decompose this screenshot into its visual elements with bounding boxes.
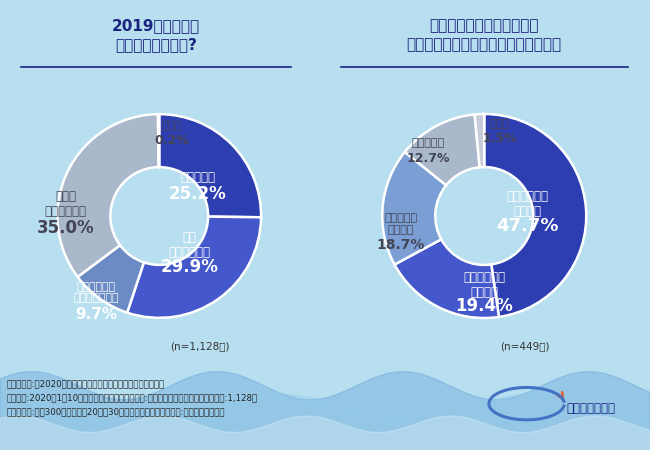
Text: 35.0%: 35.0% bbox=[37, 219, 94, 237]
Text: 9.7%: 9.7% bbox=[75, 307, 117, 322]
Text: (n=449人): (n=449人) bbox=[500, 342, 550, 351]
Text: 心が折れた: 心が折れた bbox=[411, 138, 445, 148]
Wedge shape bbox=[158, 114, 159, 167]
Wedge shape bbox=[405, 114, 480, 185]
Text: (n=1,128人): (n=1,128人) bbox=[170, 342, 229, 351]
Text: 時間的余裕が
なかった: 時間的余裕が なかった bbox=[506, 190, 548, 218]
Text: 金銭的余裕が
なかった: 金銭的余裕が なかった bbox=[463, 271, 505, 299]
Text: 29.9%: 29.9% bbox=[161, 258, 219, 276]
Text: ループイフダン: ループイフダン bbox=[566, 402, 615, 415]
Text: 目標設定が
高過ぎた: 目標設定が 高過ぎた bbox=[384, 213, 417, 235]
Text: その他: その他 bbox=[489, 119, 510, 129]
Text: 達成できなかった・目標を
忘れてしまった理由を教えてください: 達成できなかった・目標を 忘れてしまった理由を教えてください bbox=[407, 18, 562, 53]
Wedge shape bbox=[127, 216, 261, 318]
Wedge shape bbox=[382, 152, 446, 265]
Wedge shape bbox=[474, 114, 484, 167]
Wedge shape bbox=[159, 114, 261, 217]
Text: 立てた目標を
忘れてしまった: 立てた目標を 忘れてしまった bbox=[73, 282, 119, 303]
Text: 19.4%: 19.4% bbox=[456, 297, 513, 315]
Text: 18.7%: 18.7% bbox=[376, 238, 425, 252]
Text: （調査概要:「2020年にチャレンジしたいこと」に関する調査〉
・調査日:2020年1月10日（金）　　　　・調査方法:インターネット調査　・調査人数:1,12: （調査概要:「2020年にチャレンジしたいこと」に関する調査〉 ・調査日:202… bbox=[6, 379, 257, 416]
Text: 2019年の目標は
達成できましたか?: 2019年の目標は 達成できましたか? bbox=[112, 18, 200, 53]
Text: 47.7%: 47.7% bbox=[496, 217, 558, 235]
Text: 0.2%: 0.2% bbox=[154, 134, 189, 147]
Wedge shape bbox=[77, 245, 144, 313]
Text: その他: その他 bbox=[162, 122, 181, 131]
Text: 25.2%: 25.2% bbox=[169, 184, 227, 202]
Wedge shape bbox=[395, 239, 499, 318]
Text: 達成
できなかった: 達成 できなかった bbox=[169, 230, 211, 258]
Wedge shape bbox=[484, 114, 586, 317]
Text: 達成できた: 達成できた bbox=[181, 171, 215, 184]
Text: 1.5%: 1.5% bbox=[482, 132, 517, 145]
Text: 12.7%: 12.7% bbox=[406, 153, 450, 166]
Wedge shape bbox=[57, 114, 159, 277]
Text: 目標を
立てていない: 目標を 立てていない bbox=[45, 190, 86, 218]
